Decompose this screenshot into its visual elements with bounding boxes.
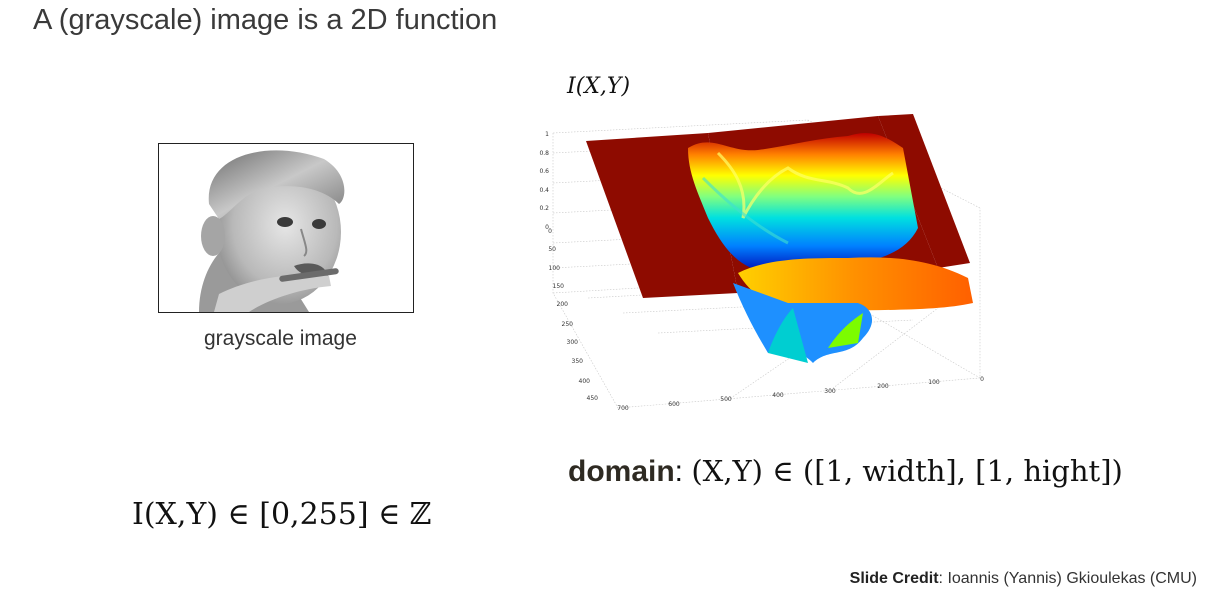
child-portrait-image bbox=[159, 144, 413, 312]
x-tick: 500 bbox=[720, 396, 732, 403]
z-tick: 1 bbox=[545, 131, 549, 138]
y-tick: 300 bbox=[567, 339, 579, 346]
y-tick: 450 bbox=[587, 395, 599, 402]
z-tick: 0.4 bbox=[539, 187, 549, 194]
x-tick: 600 bbox=[668, 401, 680, 408]
y-tick: 50 bbox=[548, 246, 556, 253]
y-tick: 400 bbox=[579, 378, 591, 385]
slide-title: A (grayscale) image is a 2D function bbox=[33, 4, 498, 36]
plot-function-label: I(X,Y) bbox=[567, 74, 631, 99]
photo-caption: grayscale image bbox=[204, 327, 357, 350]
z-tick: 0 bbox=[545, 224, 549, 231]
x-tick: 100 bbox=[928, 379, 940, 386]
y-tick: 350 bbox=[572, 358, 584, 365]
z-tick: 0.2 bbox=[539, 205, 549, 212]
y-tick: 250 bbox=[562, 321, 574, 328]
x-tick: 300 bbox=[824, 388, 836, 395]
x-tick: 0 bbox=[980, 376, 984, 383]
x-tick: 700 bbox=[617, 405, 629, 410]
y-tick: 200 bbox=[557, 301, 569, 308]
slide-credit: Slide Credit: Ioannis (Yannis) Gkiouleka… bbox=[850, 570, 1197, 588]
z-tick: 0.8 bbox=[539, 150, 549, 157]
credit-author: : Ioannis (Yannis) Gkioulekas (CMU) bbox=[938, 570, 1197, 587]
range-statement: I(X,Y) ∈ [0,255] ∈ ℤ bbox=[132, 497, 432, 532]
domain-math: (X,Y) ∈ ([1, width], [1, hight]) bbox=[691, 454, 1123, 488]
credit-label: Slide Credit bbox=[849, 570, 939, 587]
domain-word: domain bbox=[568, 455, 675, 488]
z-tick: 0.6 bbox=[539, 168, 549, 175]
x-tick: 400 bbox=[772, 392, 784, 399]
domain-statement: domain: (X,Y) ∈ ([1, width], [1, hight]) bbox=[568, 454, 1123, 489]
y-tick: 100 bbox=[549, 265, 561, 272]
grayscale-photo bbox=[158, 143, 414, 313]
x-tick: 200 bbox=[877, 383, 889, 390]
y-tick: 0 bbox=[548, 228, 552, 235]
surface-plot: 1 0.8 0.6 0.4 0.2 0 0 50 100 150 200 250… bbox=[528, 108, 990, 412]
y-tick: 150 bbox=[553, 283, 565, 290]
domain-separator: : bbox=[674, 455, 684, 488]
